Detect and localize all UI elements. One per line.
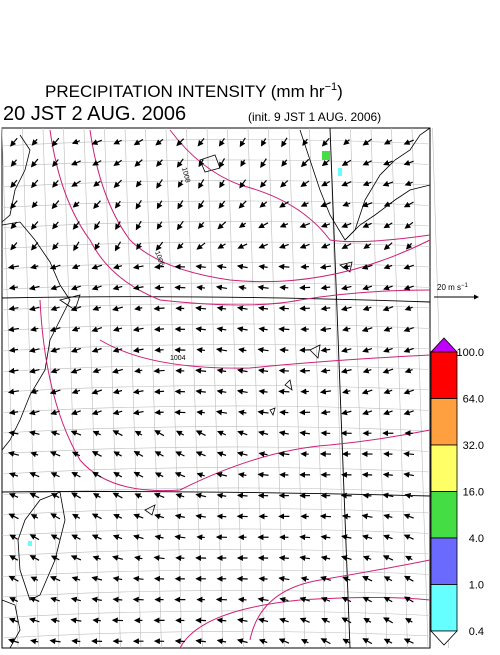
- wind-scale-label: 20 m s−1: [437, 283, 469, 292]
- precip-spot: [338, 168, 342, 176]
- wind-arrow: [279, 267, 289, 268]
- wind-arrow: [155, 266, 164, 267]
- wind-arrow: [218, 516, 226, 517]
- wind-arrow: [155, 370, 165, 371]
- colorbar-label: 4.0: [469, 533, 484, 545]
- precip-spot: [28, 541, 32, 546]
- colorbar-label: 1.0: [469, 580, 484, 592]
- colorbar-label: 64.0: [463, 394, 484, 406]
- wind-arrow: [196, 620, 206, 621]
- wind-arrow: [239, 599, 246, 600]
- isobar-label: 1004: [170, 355, 186, 362]
- colorbar-segment: [431, 492, 457, 539]
- wind-arrow: [114, 599, 123, 600]
- colorbar: 100.0 64.0 32.0 16.0 4.0 1.0 0.4: [431, 338, 484, 645]
- precip-spot: [322, 151, 330, 160]
- wind-scale-sup: −1: [461, 283, 469, 289]
- wind-arrow: [155, 329, 164, 330]
- colorbar-segment: [431, 585, 457, 632]
- wind-scale-text: 20 m s: [437, 283, 461, 292]
- title: PRECIPITATION INTENSITY (mm hr−1): [45, 81, 343, 101]
- title-sup: −1: [325, 81, 338, 93]
- wind-arrow: [155, 308, 165, 309]
- wind-arrow: [156, 412, 164, 413]
- wind-arrow: [300, 537, 310, 538]
- wind-arrow: [94, 620, 101, 621]
- colorbar-segment: [431, 445, 457, 492]
- wind-arrow: [176, 641, 185, 642]
- colorbar-label: 16.0: [463, 487, 484, 499]
- wind-arrow: [280, 558, 289, 559]
- init-time: (init. 9 JST 1 AUG. 2006): [248, 110, 381, 124]
- wind-arrow: [364, 495, 372, 496]
- wind-arrow: [322, 433, 330, 434]
- wind-arrow: [321, 516, 331, 517]
- valid-time: 20 JST 2 AUG. 2006: [3, 103, 186, 125]
- wind-arrow: [279, 391, 289, 392]
- colorbar-under: [431, 631, 457, 645]
- wind-arrow: [404, 454, 414, 455]
- wind-arrow: [198, 412, 205, 413]
- colorbar-segment: [431, 399, 457, 446]
- wind-arrow: [260, 578, 268, 579]
- colorbar-label: 100.0: [456, 347, 484, 359]
- colorbar-over: [431, 338, 457, 352]
- wind-arrow: [238, 495, 247, 496]
- wind-arrow: [342, 495, 352, 496]
- wind-arrow: [156, 350, 164, 351]
- wind-arrow: [197, 350, 204, 351]
- wind-arrow: [156, 287, 164, 288]
- colorbar-label: 0.4: [469, 626, 484, 638]
- wind-arrow: [155, 391, 164, 392]
- wind-arrow: [280, 371, 289, 372]
- wind-arrow: [280, 308, 289, 309]
- title-close: ): [337, 82, 343, 101]
- wind-arrow: [72, 641, 80, 642]
- colorbar-segment: [431, 352, 457, 399]
- wind-arrow: [279, 329, 289, 330]
- colorbar-label: 32.0: [463, 440, 484, 452]
- colorbar-segment: [431, 538, 457, 585]
- title-text: PRECIPITATION INTENSITY (mm hr: [45, 82, 325, 101]
